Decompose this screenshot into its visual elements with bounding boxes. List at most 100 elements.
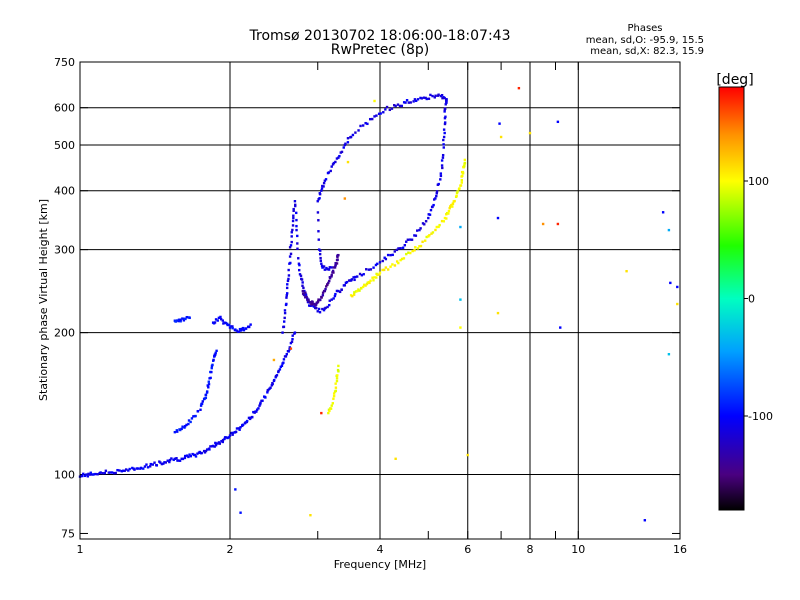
echo-point [362,273,365,276]
echo-point [444,107,447,110]
echo-point [304,296,307,299]
echo-point [625,269,628,273]
echo-point [163,461,166,464]
echo-point [343,284,347,287]
echo-point [338,154,341,158]
echo-point [676,285,679,289]
echo-point [328,303,331,307]
echo-point [293,200,297,203]
echo-point [398,104,402,108]
echo-point [443,131,446,135]
echo-point [342,146,345,149]
echo-point [224,321,227,325]
echo-point [327,281,330,285]
echo-point [251,415,254,419]
echo-point [371,276,374,279]
echo-point [344,142,347,145]
echo-point [436,94,440,97]
echo-point [145,463,148,466]
echo-point [393,264,397,267]
echo-point [249,323,252,326]
echo-point [391,263,394,266]
echo-point [194,455,198,458]
echo-point [661,211,665,214]
echo-point [330,275,333,278]
echo-point [292,209,295,213]
echo-point [326,268,329,271]
x-tick-label: 10 [571,543,585,556]
echo-point [104,469,108,472]
echo-point [676,302,679,306]
echo-point [330,165,333,168]
x-tick-label: 4 [377,543,384,556]
echo-point [142,467,145,470]
echo-point [295,224,298,228]
echo-point [382,268,386,272]
echo-point [328,279,331,283]
echo-point [219,318,223,321]
echo-point [259,401,262,405]
echo-point [226,436,229,440]
echo-point [416,247,420,250]
echo-point [434,94,437,97]
echo-point [421,222,425,225]
echo-point [111,471,114,474]
echo-point [217,441,221,444]
echo-point [373,276,376,279]
echo-point [259,403,262,406]
x-tick-label: 1 [77,543,84,556]
echo-point [234,488,237,491]
echo-point [204,396,208,400]
echo-point [310,303,313,306]
echo-point [231,327,234,330]
echo-point [323,289,327,293]
echo-point [405,240,408,243]
echo-point [282,361,285,364]
echo-point [285,302,288,306]
echo-point [285,353,288,356]
echo-point [327,268,331,271]
echo-point [375,276,378,279]
echo-point [327,411,330,415]
echo-point [499,135,503,139]
echo-point [459,184,463,187]
echo-point [429,208,433,212]
echo-point [434,228,437,232]
echo-point [227,436,231,439]
echo-point [447,212,450,215]
echo-point [409,251,412,255]
echo-point [397,247,400,250]
echo-point [185,423,188,427]
echo-point [173,430,177,434]
echo-point [280,364,284,367]
echo-point [405,252,408,256]
echo-point [321,307,324,311]
echo-point [369,279,372,282]
echo-point [322,181,326,185]
echo-point [322,185,325,188]
echo-point [445,217,448,220]
echo-point [221,438,225,442]
echo-point [357,129,360,132]
y-tick-label: 400 [54,185,75,198]
echo-point [311,300,314,304]
echo-point [328,409,331,413]
echo-point [316,310,319,313]
echo-point [214,318,218,321]
echo-point [173,457,177,460]
echo-point [399,258,402,262]
echo-point [261,399,264,402]
echo-point [296,234,299,238]
echo-point [185,454,189,457]
echo-point [289,347,293,350]
echo-point [298,263,301,267]
echo-point [441,97,444,100]
x-tick-label: 16 [673,543,687,556]
echo-point [307,299,310,303]
echo-point [441,156,445,159]
echo-point [396,103,400,106]
echo-point [365,282,369,286]
echo-point [213,321,217,324]
echo-point [292,214,295,217]
